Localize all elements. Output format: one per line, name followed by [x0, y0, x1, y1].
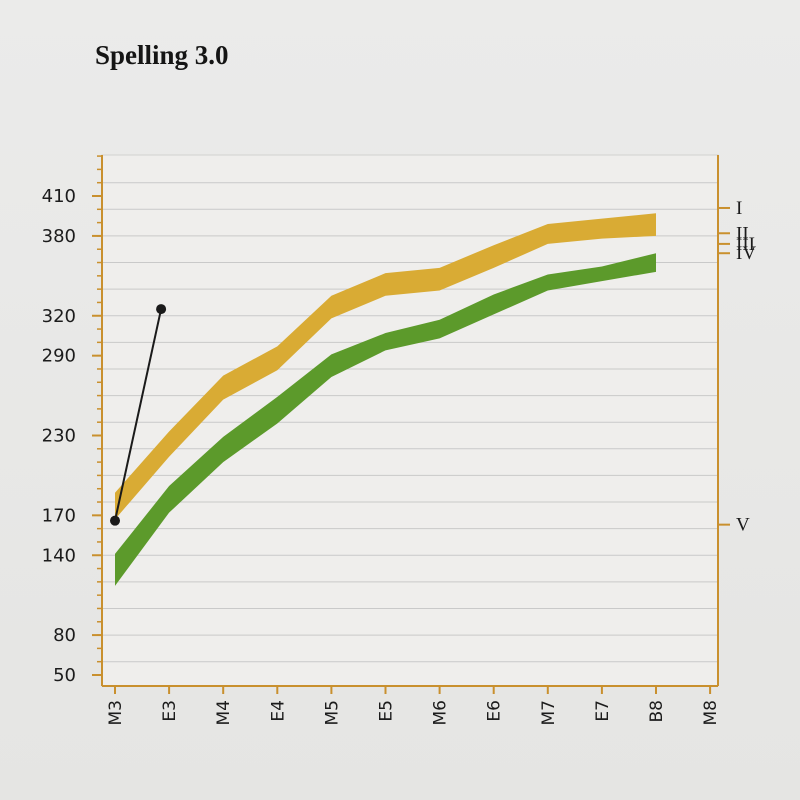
x-tick-label: E3: [160, 700, 180, 722]
y-tick-label: 50: [53, 665, 76, 686]
x-tick-label: M5: [322, 700, 342, 725]
chart-title: Spelling 3.0: [95, 40, 229, 70]
student-point-end: [156, 304, 167, 315]
y-tick-label: 290: [42, 346, 76, 367]
student-point-start: [110, 515, 120, 526]
y-tick-label: 410: [42, 186, 76, 207]
x-tick-label: M7: [539, 700, 559, 725]
x-tick-label: M3: [106, 700, 126, 725]
y-tick-label: 140: [42, 545, 76, 566]
y-tick-label: 320: [42, 306, 76, 327]
y-tick-label: 230: [42, 426, 76, 447]
x-tick-label: B8: [647, 700, 667, 722]
right-axis-label: I: [736, 198, 742, 219]
x-tick-label: M4: [214, 700, 234, 725]
student-line: [114, 308, 163, 521]
x-tick-label: E7: [593, 700, 613, 722]
plot-area: [101, 154, 719, 687]
right-axis-label: II: [736, 223, 749, 244]
band-series-1: [115, 213, 656, 520]
right-axis-label: IV: [736, 243, 756, 264]
right-axis-label: III: [736, 234, 755, 255]
y-tick-label: 380: [42, 226, 76, 247]
x-tick-label: M8: [701, 700, 721, 725]
x-tick-label: E6: [485, 700, 505, 722]
x-tick-label: M6: [431, 700, 451, 725]
right-axis-label: V: [736, 515, 750, 536]
y-tick-label: 80: [53, 625, 76, 646]
y-tick-label: 170: [42, 505, 76, 526]
x-tick-label: E5: [377, 700, 397, 722]
x-tick-label: E4: [268, 700, 288, 722]
